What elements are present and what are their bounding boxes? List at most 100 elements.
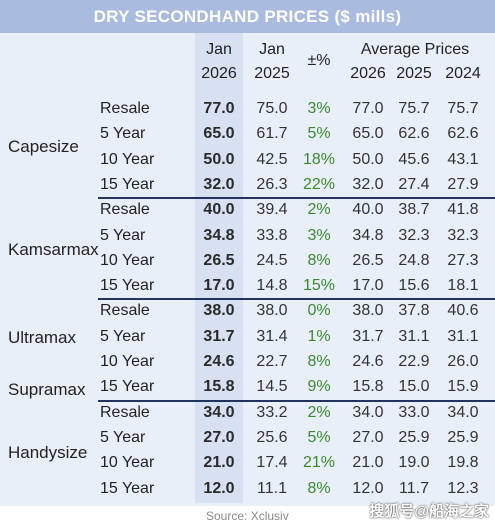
avg-2026-value: 26.5 [352,252,384,269]
jan-2025-value: 33.2 [256,404,288,421]
avg-2024-value: 15.9 [447,378,479,395]
source-text: Source: Xclusiv [206,509,289,523]
row-label: 5 Year [100,429,146,446]
change-percent: 2% [307,404,331,421]
change-percent: 21% [302,454,336,471]
avg-2025-value: 32.3 [398,227,430,244]
jan-2026-value: 24.6 [203,353,235,370]
jan-2026-value: 15.8 [203,378,235,395]
avg-2026-value: 12.0 [352,480,384,497]
avg-2026-value: 31.7 [352,328,384,345]
change-percent: 8% [307,252,331,269]
jan-2025-value: 26.3 [256,176,288,193]
avg-2026-value: 77.0 [352,100,384,117]
avg-2024-value: 31.1 [447,328,479,345]
header-change-percent: ±% [307,52,331,69]
group-label-handysize: Handysize [8,443,88,462]
jan-2025-value: 75.0 [256,100,288,117]
avg-2026-value: 32.0 [352,176,384,193]
group-separator [98,400,495,402]
jan-2026-value: 26.5 [203,252,235,269]
row-label: 15 Year [100,378,155,395]
avg-2025-value: 33.0 [398,404,430,421]
change-percent: 5% [307,429,331,446]
watermark: 搜狐号@船海之家 [369,503,489,520]
avg-2026-value: 24.6 [352,353,384,370]
group-label-capesize: Capesize [8,137,79,156]
avg-2025-value: 38.7 [398,201,430,218]
avg-2024-value: 62.6 [447,125,479,142]
avg-2024-value: 25.9 [447,429,479,446]
row-label: 10 Year [100,454,155,471]
avg-2025-value: 25.9 [398,429,430,446]
avg-2024-value: 12.3 [447,480,479,497]
header-jan25-year: 2025 [254,65,290,82]
avg-2026-value: 21.0 [352,454,384,471]
change-percent: 5% [307,125,331,142]
avg-2025-value: 15.0 [398,378,430,395]
avg-2026-value: 34.0 [352,404,384,421]
row-label: 10 Year [100,252,155,269]
jan-2026-value: 32.0 [203,176,235,193]
avg-2025-value: 37.8 [398,302,430,319]
avg-2026-value: 15.8 [352,378,384,395]
avg-2025-value: 45.6 [398,151,430,168]
jan-2026-value: 31.7 [203,328,235,345]
header-jan25-month: Jan [259,41,285,58]
avg-2026-value: 27.0 [352,429,384,446]
row-label: 5 Year [100,227,146,244]
jan-2025-value: 25.6 [256,429,288,446]
jan-2025-value: 42.5 [256,151,288,168]
jan-2026-value: 34.8 [203,227,235,244]
change-percent: 3% [307,227,331,244]
avg-2024-value: 34.0 [447,404,479,421]
table-title: DRY SECONDHAND PRICES ($ mills) [0,0,495,33]
jan-2025-value: 22.7 [256,353,288,370]
change-percent: 15% [302,277,336,294]
jan-2025-value: 17.4 [256,454,288,471]
jan-2026-highlight-column [195,33,243,503]
avg-2025-value: 62.6 [398,125,430,142]
header-avg-2026: 2026 [350,65,386,82]
avg-2024-value: 32.3 [447,227,479,244]
row-label: Resale [100,302,150,319]
group-separator [98,197,495,199]
avg-2024-value: 41.8 [447,201,479,218]
change-percent: 9% [307,378,331,395]
header-jan26-year: 2026 [201,65,237,82]
change-percent: 3% [307,100,331,117]
row-label: Resale [100,404,150,421]
jan-2026-value: 27.0 [203,429,235,446]
change-percent: 18% [302,151,336,168]
group-label-supramax: Supramax [8,380,86,399]
source-footer: Source: Xclusiv [0,506,495,527]
jan-2026-value: 77.0 [203,100,235,117]
avg-2024-value: 18.1 [447,277,479,294]
header-avg-2024: 2024 [445,65,481,82]
avg-2026-value: 50.0 [352,151,384,168]
header-avg-2025: 2025 [396,65,432,82]
avg-2025-value: 19.0 [398,454,430,471]
row-label: 15 Year [100,277,155,294]
jan-2026-value: 65.0 [203,125,235,142]
jan-2025-value: 31.4 [256,328,288,345]
avg-2025-value: 75.7 [398,100,430,117]
jan-2025-value: 14.5 [256,378,288,395]
row-label: 15 Year [100,480,155,497]
avg-2026-value: 38.0 [352,302,384,319]
change-percent: 1% [307,328,331,345]
avg-2026-value: 17.0 [352,277,384,294]
jan-2025-value: 61.7 [256,125,288,142]
change-percent: 0% [307,302,331,319]
group-label-ultramax: Ultramax [8,328,77,347]
avg-2026-value: 65.0 [352,125,384,142]
change-percent: 8% [307,353,331,370]
jan-2026-value: 38.0 [203,302,235,319]
jan-2026-value: 12.0 [203,480,235,497]
avg-2025-value: 15.6 [398,277,430,294]
row-label: 15 Year [100,176,155,193]
row-label: 10 Year [100,353,155,370]
jan-2025-value: 33.8 [256,227,288,244]
avg-2025-value: 11.7 [399,480,429,497]
row-label: 5 Year [100,125,146,142]
